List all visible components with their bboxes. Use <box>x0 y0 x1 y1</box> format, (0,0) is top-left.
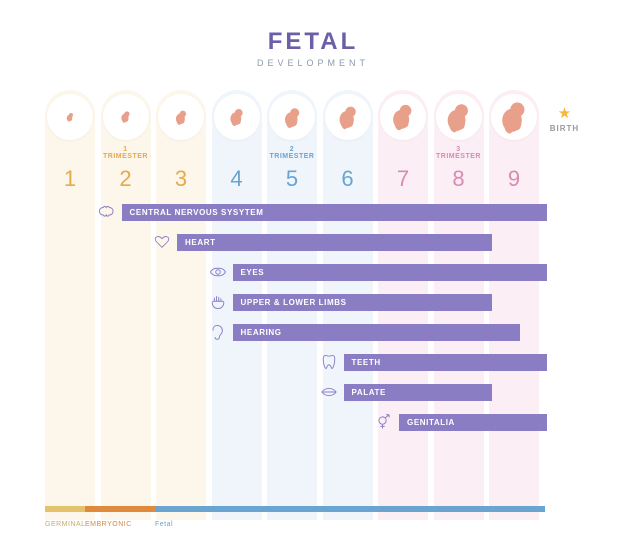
brain-icon <box>96 202 118 222</box>
phase-label: GERMINAL <box>45 521 85 528</box>
fetus-icon <box>269 94 315 140</box>
fetus-icon <box>491 94 537 140</box>
trimester-label: 2 TRIMESTER <box>267 146 317 160</box>
phase-labels: GERMINALEMBRYONICFetal <box>45 521 545 528</box>
month-number: 5 <box>267 166 317 192</box>
month-number: 7 <box>378 166 428 192</box>
birth-label: BIRTH <box>549 124 581 133</box>
fetus-icon <box>380 94 426 140</box>
development-bar: CENTRAL NERVOUS SYSYTEM <box>122 204 548 221</box>
title-main: FETAL <box>0 28 626 56</box>
month-number: 4 <box>212 166 262 192</box>
bar-row: UPPER & LOWER LIMBS <box>45 292 545 312</box>
fetus-icon <box>436 94 482 140</box>
trimester-label: 1 TRIMESTER <box>101 146 151 160</box>
eye-icon <box>207 262 229 282</box>
month-number: 2 <box>101 166 151 192</box>
phase-segment <box>45 506 85 512</box>
month-number: 3 <box>156 166 206 192</box>
fetus-icon <box>103 94 149 140</box>
bar-row: HEART <box>45 232 545 252</box>
fetus-icon <box>214 94 260 140</box>
phase-bar <box>45 506 545 512</box>
bar-row: HEARING <box>45 322 545 342</box>
development-bar: TEETH <box>344 354 548 371</box>
development-bar: GENITALIA <box>399 414 547 431</box>
development-bar: UPPER & LOWER LIMBS <box>233 294 492 311</box>
fetus-icon <box>325 94 371 140</box>
sex-icon <box>373 412 395 432</box>
birth-marker: ★ BIRTH <box>549 104 581 133</box>
development-bar: PALATE <box>344 384 492 401</box>
month-number: 9 <box>489 166 539 192</box>
phase-label: EMBRYONIC <box>85 521 155 528</box>
birth-star-icon: ★ <box>549 104 581 122</box>
development-bar: HEART <box>177 234 492 251</box>
fetus-icon <box>47 94 93 140</box>
hand-icon <box>207 292 229 312</box>
phase-segment <box>85 506 155 512</box>
trimester-label: 3 TRIMESTER <box>434 146 484 160</box>
phase-label: Fetal <box>155 521 545 528</box>
month-number: 8 <box>434 166 484 192</box>
bar-row: GENITALIA <box>45 412 545 432</box>
lips-icon <box>318 382 340 402</box>
bar-row: TEETH <box>45 352 545 372</box>
month-grid: 1 2 3 4 5 6 7 8 91 TRIME <box>45 90 545 520</box>
title-sub: DEVELOPMENT <box>0 58 626 68</box>
development-bar: HEARING <box>233 324 520 341</box>
development-bar: EYES <box>233 264 548 281</box>
bar-row: EYES <box>45 262 545 282</box>
phase-segment <box>155 506 545 512</box>
bar-row: PALATE <box>45 382 545 402</box>
ear-icon <box>207 322 229 342</box>
heart-icon <box>151 232 173 252</box>
month-number: 1 <box>45 166 95 192</box>
tooth-icon <box>318 352 340 372</box>
bar-row: CENTRAL NERVOUS SYSYTEM <box>45 202 545 222</box>
fetus-icon <box>158 94 204 140</box>
title-block: FETAL DEVELOPMENT <box>0 0 626 76</box>
month-number: 6 <box>323 166 373 192</box>
